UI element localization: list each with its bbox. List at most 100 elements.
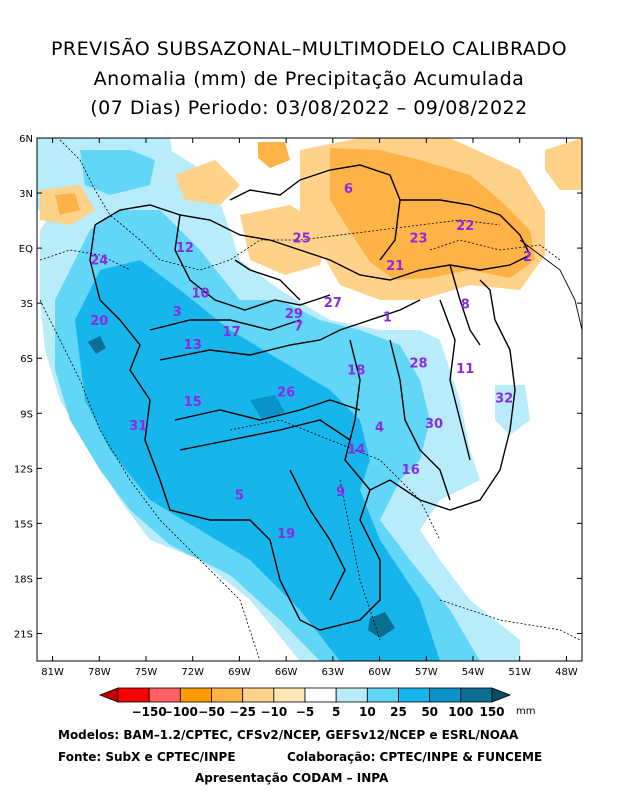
basin-label: 14	[347, 443, 365, 458]
basin-label: 3	[173, 305, 182, 320]
colorbar-label: 25	[390, 705, 407, 719]
basin-label: 8	[461, 298, 470, 313]
title-line-3: (07 Dias) Periodo: 03/08/2022 – 09/08/20…	[90, 97, 528, 119]
map-frame	[36, 137, 583, 662]
y-tick-label: EQ	[19, 244, 33, 255]
basin-label: 19	[277, 527, 295, 542]
colorbar-swatch	[148, 687, 181, 703]
basin-labels: 1234567891011121314151617181920212223242…	[90, 182, 532, 542]
y-tick-label: 18S	[14, 574, 33, 585]
colorbar-swatch	[429, 687, 462, 703]
colorbar-label: 100	[448, 705, 473, 719]
x-tick-label: 54W	[462, 667, 485, 678]
colorbar-swatch	[273, 687, 306, 703]
y-tick-label: 6N	[19, 134, 33, 145]
x-tick-label: 69W	[228, 667, 251, 678]
basin-label: 31	[129, 419, 147, 434]
colorbar-unit: mm	[516, 706, 535, 717]
colorbar-left-arrow	[98, 687, 119, 703]
basin-label: 1	[383, 311, 392, 326]
basin-label: 30	[425, 417, 443, 432]
colorbar-swatch	[398, 687, 431, 703]
basin-label: 24	[90, 254, 108, 269]
colorbar-swatch	[460, 687, 493, 703]
colorbar-swatch	[335, 687, 368, 703]
colorbar-label: −5	[296, 705, 314, 719]
basin-label: 6	[344, 182, 353, 197]
anomaly-blue-core	[75, 260, 440, 661]
colorbar-label: 5	[332, 705, 340, 719]
y-tick-label: 3N	[19, 189, 33, 200]
anomaly-orange-core-3	[55, 193, 80, 215]
colorbar-swatch	[366, 687, 399, 703]
basin-label: 7	[294, 320, 303, 335]
title-line-1: PREVISÃO SUBSAZONAL–MULTIMODELO CALIBRAD…	[50, 38, 568, 60]
basin-label: 26	[277, 386, 295, 401]
basin-label: 18	[347, 364, 365, 379]
anomaly-light-orange-ne	[545, 138, 582, 190]
basin-label: 9	[336, 485, 345, 500]
y-tick-label: 6S	[20, 354, 33, 365]
colorbar: −150−100 −50 −25 −10 −5 5 10 25 50 100 150 mm	[98, 687, 535, 719]
title-line-2: Anomalia (mm) de Precipitação Acumulada	[93, 68, 525, 90]
colorbar-label: −10	[260, 705, 287, 719]
x-tick-label: 81W	[41, 667, 64, 678]
basin-label: 28	[409, 356, 427, 371]
colorbar-right-arrow	[491, 687, 512, 703]
basin-outlines	[89, 164, 531, 631]
x-tick-label: 60W	[368, 667, 391, 678]
basin-label: 2	[523, 250, 532, 265]
basin-label: 29	[285, 307, 303, 322]
anomaly-dark-spot-3	[250, 395, 285, 420]
basin-label: 32	[495, 391, 513, 406]
basin-label: 10	[191, 287, 209, 302]
colorbar-label: −150	[132, 705, 167, 719]
y-tick-label: 9S	[20, 409, 33, 420]
basin-label: 15	[184, 395, 202, 410]
basin-label: 11	[456, 362, 474, 377]
footer-presentation: Apresentação CODAM – INPA	[195, 771, 389, 785]
x-tick-label: 78W	[88, 667, 111, 678]
y-axis: 6N 3N EQ 3S 6S 9S 12S 15S 18S 21S	[14, 134, 582, 640]
colorbar-label: 50	[421, 705, 438, 719]
basin-label: 21	[386, 259, 404, 274]
x-tick-label: 66W	[275, 667, 298, 678]
basin-label: 5	[235, 489, 244, 504]
x-tick-label: 51W	[508, 667, 531, 678]
anomaly-orange-core-2	[258, 142, 290, 168]
colorbar-swatch	[304, 687, 337, 703]
x-tick-label: 57W	[415, 667, 438, 678]
colorbar-swatch	[179, 687, 212, 703]
colorbar-swatch	[117, 687, 150, 703]
basin-label: 23	[409, 232, 427, 247]
footer-source: Fonte: SubX e CPTEC/INPE	[58, 750, 236, 764]
anomaly-light-orange-central	[175, 160, 240, 205]
colorbar-label: 10	[359, 705, 376, 719]
anomaly-orange-core	[330, 148, 535, 280]
x-tick-label: 75W	[135, 667, 158, 678]
country-borders	[39, 139, 581, 661]
anomaly-mid-blue-nw	[80, 150, 155, 195]
map-plot-area	[37, 138, 582, 661]
footer-collaboration: Colaboração: CPTEC/INPE & FUNCEME	[287, 750, 543, 764]
x-tick-label: 72W	[181, 667, 204, 678]
basin-label: 22	[456, 219, 474, 234]
x-tick-label: 48W	[555, 667, 578, 678]
colorbar-label: −50	[198, 705, 225, 719]
y-tick-label: 21S	[14, 629, 33, 640]
x-tick-label: 63W	[322, 667, 345, 678]
basin-label: 12	[176, 241, 194, 256]
basin-label: 25	[293, 232, 311, 247]
basin-label: 17	[223, 325, 241, 340]
y-tick-label: 15S	[14, 519, 33, 530]
colorbar-label: 150	[479, 705, 504, 719]
y-tick-label: 12S	[14, 464, 33, 475]
basin-label: 16	[402, 463, 420, 478]
y-tick-label: 3S	[20, 299, 33, 310]
anomaly-dark-spot-2	[368, 612, 395, 638]
basin-label: 20	[90, 314, 108, 329]
x-axis: 81W 78W 75W 72W 69W 66W 63W 60W 57W 54W 51W 48W	[41, 138, 578, 678]
coastline	[519, 239, 582, 331]
colorbar-swatch	[211, 687, 244, 703]
